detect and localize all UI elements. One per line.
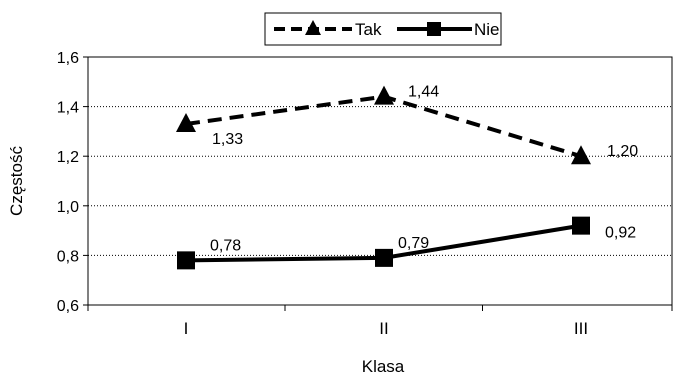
legend-marker-nie xyxy=(427,22,441,36)
y-tick-label-3: 1,2 xyxy=(57,149,79,166)
point-tak-II xyxy=(374,85,394,105)
x-tick-label-I: I xyxy=(184,319,189,338)
data-label-nie-III: 0,92 xyxy=(605,225,636,242)
data-label-tak-I: 1,33 xyxy=(212,131,243,148)
x-tick-label-II: II xyxy=(379,319,388,338)
data-label-tak-II: 1,44 xyxy=(408,84,439,101)
point-tak-I xyxy=(176,112,196,132)
point-nie-I xyxy=(177,251,195,270)
y-tick-label-0: 0,6 xyxy=(57,298,79,315)
y-axis-title: Częstość xyxy=(7,146,26,216)
series-line-tak xyxy=(185,94,582,159)
series-group xyxy=(176,85,591,270)
data-label-tak-III: 1,20 xyxy=(607,143,638,160)
y-axis: 0,6 0,8 1,0 1,2 1,4 1,6 xyxy=(57,50,88,315)
point-nie-III xyxy=(572,216,590,235)
data-label-nie-I: 0,78 xyxy=(210,237,241,254)
data-label-nie-II: 0,79 xyxy=(398,235,429,252)
y-tick-label-5: 1,6 xyxy=(57,50,79,67)
x-axis-title: Klasa xyxy=(362,357,405,376)
legend-label-nie: Nie xyxy=(474,20,500,39)
x-tick-label-III: III xyxy=(574,319,588,338)
y-tick-label-2: 1,0 xyxy=(57,199,79,216)
plot-area-frame xyxy=(87,56,673,306)
legend-label-tak: Tak xyxy=(355,20,382,39)
data-labels: 1,33 1,44 1,20 0,78 0,79 0,92 xyxy=(210,84,638,255)
point-nie-II xyxy=(375,248,393,267)
y-tick-label-1: 0,8 xyxy=(57,248,79,265)
y-tick-label-4: 1,4 xyxy=(57,100,79,117)
legend-marker-tak xyxy=(305,20,321,35)
point-tak-III xyxy=(571,145,591,165)
legend: Tak Nie xyxy=(264,12,502,46)
x-axis: I II III xyxy=(87,305,673,338)
